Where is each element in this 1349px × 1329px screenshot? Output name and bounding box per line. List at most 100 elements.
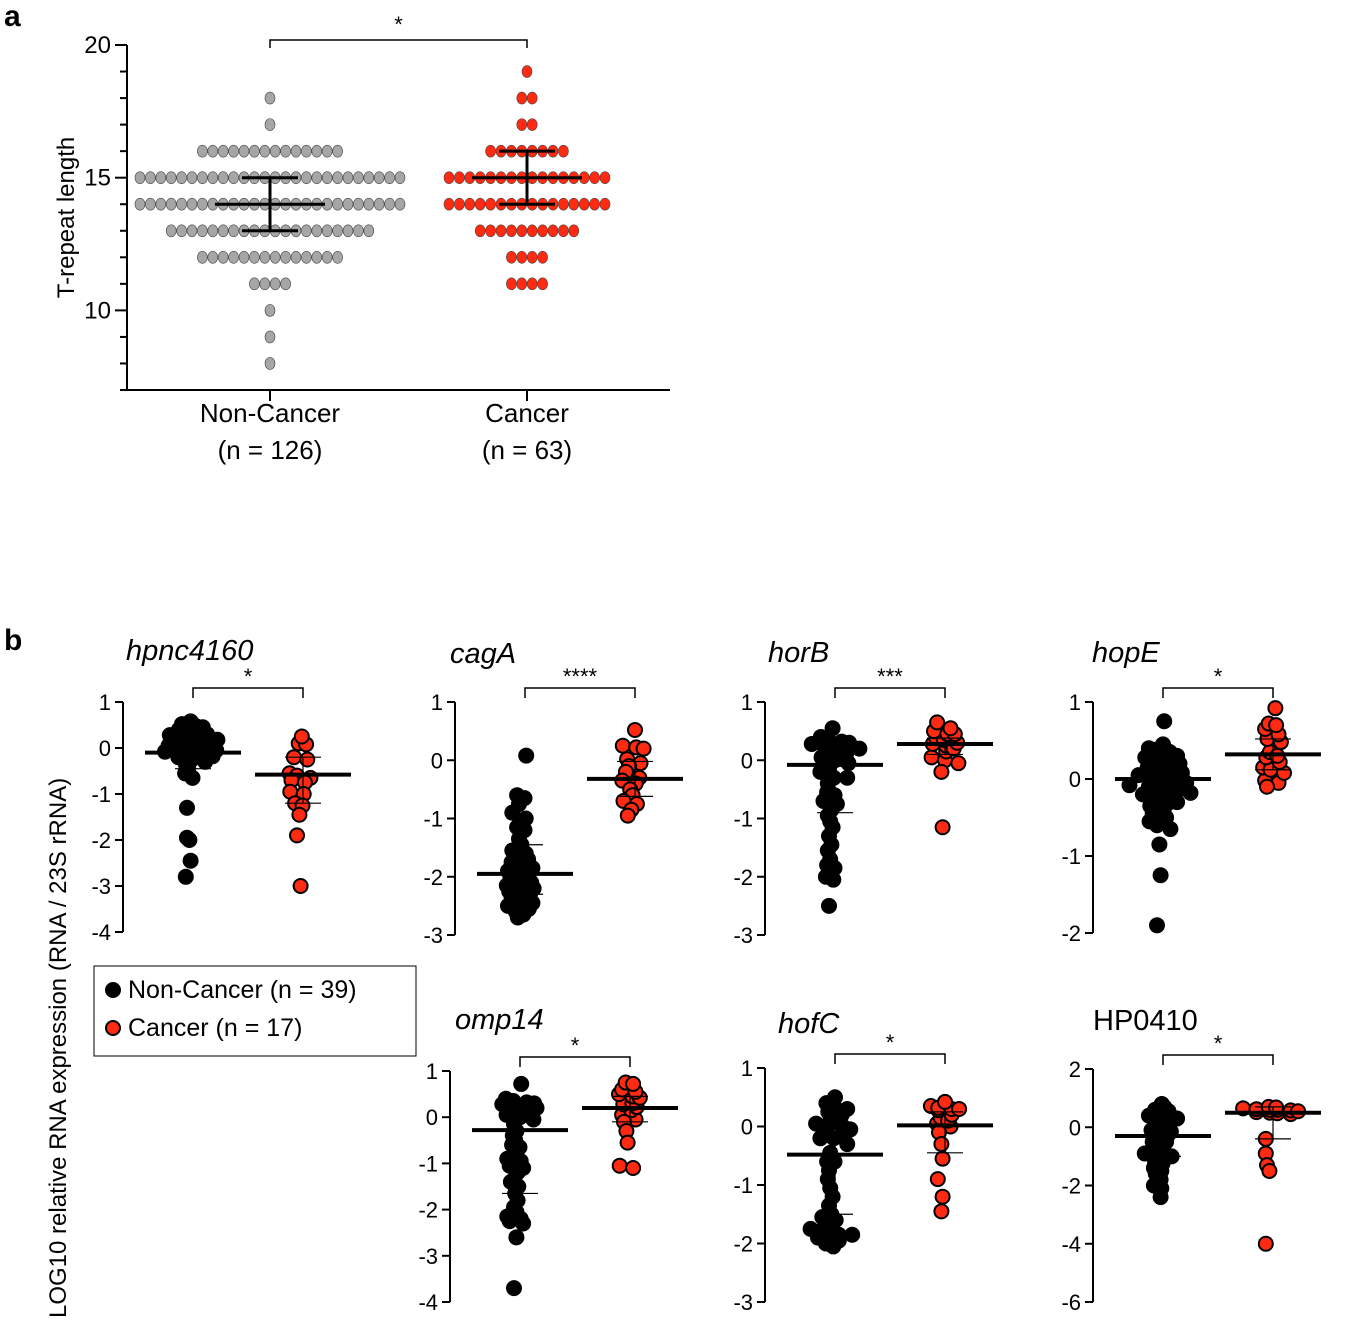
data-point-non-cancer [264, 357, 276, 370]
data-point-non-cancer [186, 224, 198, 238]
data-point-cancer [619, 1134, 636, 1151]
data-point-cancer [934, 1188, 951, 1205]
y-tick-label: 1 [99, 690, 111, 715]
significance-bracket [192, 687, 304, 698]
data-point-non-cancer [373, 171, 385, 184]
data-point-cancer [495, 224, 507, 238]
data-point-non-cancer [197, 224, 208, 238]
data-point-non-cancer [1155, 736, 1171, 753]
data-point-cancer [942, 720, 959, 737]
data-point-non-cancer [353, 197, 364, 211]
significance-label: * [394, 12, 403, 37]
data-point-non-cancer [176, 171, 187, 184]
y-tick-label: 0 [741, 1115, 753, 1140]
chart-a: 10 15 20 T-repeat length Non-Cancer (n = 126)… [53, 12, 670, 465]
data-point-cancer [292, 878, 309, 894]
y-tick-label: 0 [99, 736, 111, 761]
data-point-cancer [293, 728, 310, 745]
data-point-non-cancer [332, 197, 343, 211]
y-tick-label: 1 [741, 1056, 753, 1081]
data-point-cancer [1267, 700, 1284, 717]
significance-bracket [519, 1056, 631, 1067]
data-point-non-cancer [526, 1095, 543, 1112]
data-point-cancer [526, 224, 538, 238]
data-point-cancer [558, 144, 569, 158]
plot-title-hpnc4160: hpnc4160 [126, 635, 253, 667]
data-point-non-cancer [165, 224, 177, 238]
data-point-non-cancer [217, 251, 229, 264]
data-point-non-cancer [269, 144, 281, 158]
y-tick-label: -1 [418, 1151, 438, 1176]
y-tick-label: 1 [1069, 690, 1081, 715]
chart-hpnc4160: hpnc4160 -4 -3 -2 -1 0 1 * [91, 635, 351, 945]
data-point-cancer [506, 224, 517, 238]
y-tick-label: -4 [418, 1290, 438, 1315]
data-point-cancer [454, 171, 465, 184]
data-point-non-cancer [217, 224, 229, 238]
data-point-non-cancer [207, 224, 219, 238]
data-point-non-cancer [186, 197, 198, 211]
data-point-non-cancer [134, 197, 146, 211]
data-point-non-cancer [394, 197, 406, 211]
y-tick-label: -1 [91, 782, 111, 807]
data-point-non-cancer [1182, 784, 1199, 801]
data-point-non-cancer [290, 251, 302, 264]
data-point-non-cancer [342, 171, 354, 184]
y-tick-label: 2 [1069, 1057, 1081, 1082]
data-point-cancer [521, 65, 533, 78]
plot-title-omp14: omp14 [455, 1004, 544, 1036]
data-point-non-cancer [841, 734, 858, 751]
data-point-cancer [589, 171, 600, 184]
significance-bracket [834, 1053, 946, 1064]
data-point-cancer [464, 197, 476, 211]
y-tick-label: -2 [1061, 1174, 1081, 1199]
data-point-non-cancer [311, 224, 323, 238]
data-point-non-cancer [176, 224, 187, 238]
data-point-non-cancer [186, 171, 198, 184]
y-tick-label: 10 [84, 297, 111, 324]
y-tick-label: -6 [1061, 1290, 1081, 1315]
data-point-cancer [951, 1100, 968, 1117]
data-point-non-cancer [821, 897, 837, 914]
data-point-cancer [537, 277, 548, 291]
data-point-cancer [627, 721, 643, 738]
data-point-non-cancer [264, 118, 276, 131]
data-point-non-cancer [311, 171, 323, 184]
data-point-non-cancer [363, 171, 375, 184]
data-point-non-cancer [264, 91, 276, 105]
data-point-cancer [950, 755, 967, 772]
y-tick-label: 1 [741, 690, 753, 715]
data-point-non-cancer [259, 251, 271, 264]
data-point-cancer [526, 118, 538, 131]
data-point-cancer [933, 1203, 950, 1220]
data-point-non-cancer [513, 1075, 530, 1092]
data-point-cancer [929, 714, 946, 731]
data-point-non-cancer [518, 747, 535, 764]
data-point-cancer [625, 1075, 642, 1092]
data-point-non-cancer [825, 1238, 842, 1255]
x-category-label-cancer: Cancer [485, 398, 569, 428]
data-point-non-cancer [825, 1130, 842, 1147]
data-point-non-cancer [812, 1130, 829, 1147]
data-point-non-cancer [332, 251, 343, 264]
x-category-n-cancer: (n = 63) [482, 435, 572, 465]
data-point-cancer [578, 197, 590, 211]
data-point-cancer [599, 171, 611, 184]
y-tick-label: -3 [733, 923, 753, 948]
significance-label: * [1214, 1031, 1223, 1056]
data-point-non-cancer [145, 171, 156, 184]
data-point-non-cancer [301, 251, 312, 264]
data-point-non-cancer [249, 144, 260, 158]
data-point-non-cancer [249, 277, 260, 291]
data-point-non-cancer [1151, 836, 1168, 853]
data-point-non-cancer [1156, 713, 1173, 730]
panel-b-y-axis-label: LOG10 relative RNA expression (RNA / 23S… [45, 778, 72, 1318]
y-tick-label: -3 [91, 874, 111, 899]
data-point-cancer [635, 740, 652, 757]
data-point-cancer [516, 118, 528, 131]
chart-hofc: hofC -3 -2 -1 0 1 * [733, 1008, 993, 1315]
y-tick-label: 0 [741, 748, 753, 773]
data-point-cancer [1268, 717, 1285, 734]
data-point-non-cancer [228, 251, 239, 264]
